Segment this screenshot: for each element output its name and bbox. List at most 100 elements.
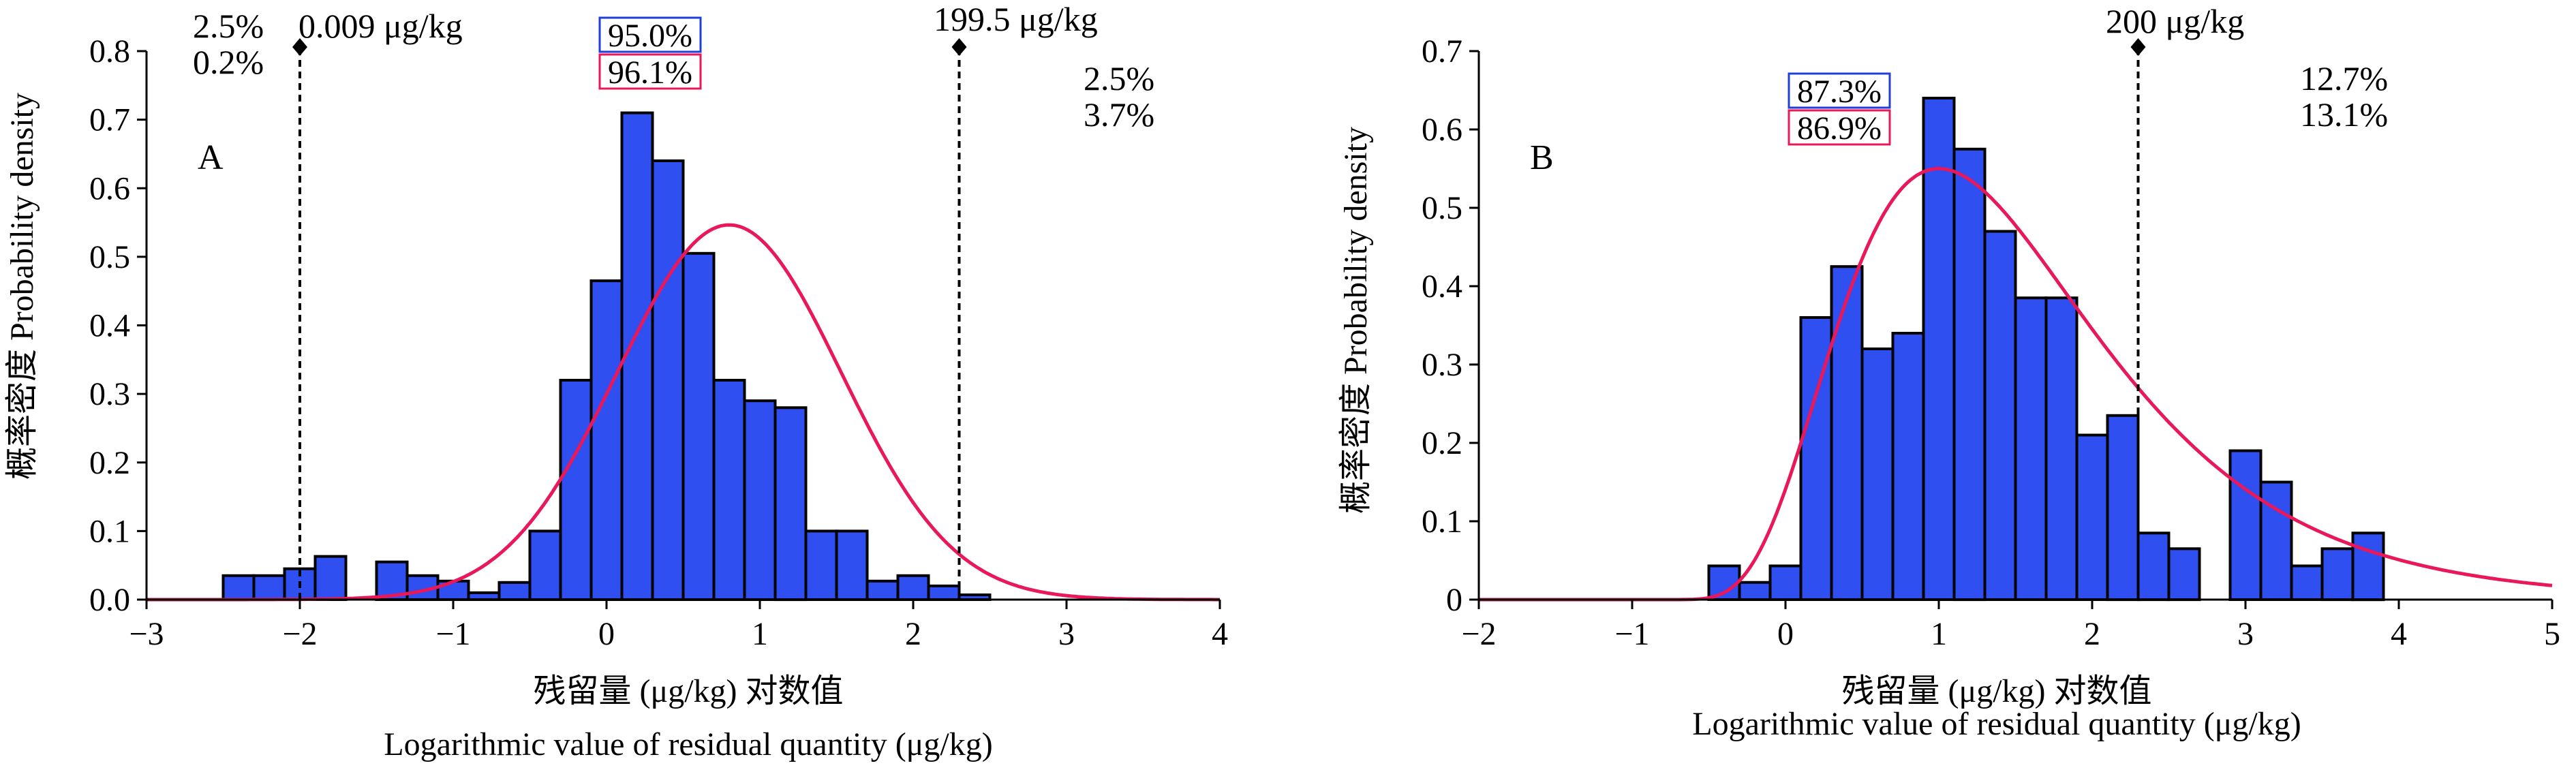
panel-b-bar-22 [2351,531,2385,602]
panel-a-left-pct-bottom: 0.2% [193,43,264,81]
panel-a-y-axis-label: 概率密度 Probability density [4,93,40,480]
panel-a-y-tick-label-2: 0.2 [89,445,130,481]
panel-b-right-pct-bottom: 13.1% [2300,95,2388,134]
panel-a-coverage-blue: 95.0% [608,18,692,54]
panel-a-bar-1 [252,574,286,601]
panel-a-coverage-red: 96.1% [608,55,692,91]
panel-a-x-tick-label-3: 0 [598,616,615,652]
panel-a-y-tick-label-6: 0.6 [89,170,130,206]
panel-a-chart: −3 −2 −1 0 1 2 3 4 0.00.10.20.30.40.50.60.70.8 … [4,0,1228,762]
panel-a-vline-marker-0 [292,38,307,56]
panel-b-y-tick-label-1: 0.1 [1422,504,1462,540]
panel-b-blue-box [1788,72,1891,109]
panel-b-x-tick-label-0: −2 [1461,616,1496,652]
panel-a-bar-22 [896,574,930,601]
panel-a-y-tick-label-5: 0.5 [89,239,130,275]
panel-b-bar-2 [1768,564,1803,601]
panel-a-x-tick-label-0: −3 [129,616,164,652]
panel-b-chart: −2 −1 0 1 2 3 4 5 0 0.1 0.2 0.3 0.4 0.5 0.6 0.7 概率密度 P… [1338,2,2560,742]
panel-a-x-tick-label-4: 1 [752,616,768,652]
panel-b-x-tick-label-6: 4 [2391,616,2407,652]
panel-a-y-tick-label-7: 0.7 [89,102,130,138]
panel-a-threshold-lines [292,38,967,600]
panel-b-axes [1477,51,2552,601]
panel-b-x-tick-label-1: −1 [1614,616,1649,652]
panel-a-x-axis-label-cn: 残留量 (μg/kg) 对数值 [533,673,843,709]
panel-a-label: A [198,138,224,177]
panel-a-y-tick-label-1: 0.1 [89,513,130,549]
panel-a-bar-12 [589,279,624,601]
panel-a-y-tick-labels: 0.0 0.1 0.2 0.3 0.4 0.5 0.6 0.7 0.8 [89,33,147,618]
panel-a-right-pct-bottom: 3.7% [1084,95,1154,134]
panel-b-bar-6 [1891,332,1925,601]
panel-a-bar-14 [651,159,685,601]
panel-a-blue-box [598,16,702,53]
panel-a-bar-18 [773,406,808,602]
panel-a-y-tick-label-0: 0.0 [89,582,130,618]
panel-b-bar-0 [1707,564,1741,601]
panel-b-bar-8 [1952,147,1987,602]
panel-b-x-tick-label-2: 0 [1777,616,1794,652]
panel-a-y-tick-label-3: 0.3 [89,376,130,412]
panel-a-bar-19 [804,529,838,602]
panel-a-red-box [598,53,702,90]
panel-b-bar-7 [1922,97,1956,601]
panel-b-threshold-lines [2130,38,2146,600]
panel-b-coverage-red: 86.9% [1797,110,1882,146]
panel-b-red-box [1788,109,1891,146]
panel-b-bar-9 [1983,230,2017,601]
panel-b-y-axis-label: 概率密度 Probability density [1338,127,1374,514]
panel-a-x-tick-label-7: 4 [1212,616,1228,652]
panel-b-y-tick-label-5: 0.5 [1422,190,1462,226]
panel-b-x-axis-label-cn: 残留量 (μg/kg) 对数值 [1841,673,2151,709]
panel-b-bar-10 [2014,296,2048,601]
panel-b-histogram-bars [1707,97,2385,602]
panel-b-y-tick-label-2: 0.2 [1422,425,1462,461]
panel-a-bar-8 [467,591,501,602]
panel-b-bar-15 [2167,547,2201,602]
panel-a-bar-11 [559,379,593,601]
panel-b-y-tick-label-6: 0.6 [1422,112,1462,148]
panel-b-bar-5 [1860,348,1895,601]
panel-a-x-tick-label-5: 2 [905,616,921,652]
panel-a-left-vline-label: 0.009 μg/kg [298,7,463,45]
panel-a-bar-21 [865,579,900,601]
panel-a-bar-0 [221,574,256,601]
panel-a-y-tick-label-8: 0.8 [89,33,130,70]
panel-a-bar-3 [313,555,348,601]
panel-b-right-pct-top: 12.7% [2300,59,2388,97]
panel-b-x-tick-labels: −2 −1 0 1 2 3 4 5 [1461,600,2560,652]
panel-b-vline-marker-0 [2130,38,2146,56]
panel-b-coverage-blue: 87.3% [1797,74,1882,110]
panel-a-bar-23 [927,584,961,602]
panel-b-y-tick-label-4: 0.4 [1422,268,1462,305]
panel-a-x-tick-label-1: −2 [282,616,317,652]
panel-a-bar-20 [835,529,869,602]
panel-b-bar-19 [2290,564,2324,601]
panel-b-bar-13 [2106,414,2140,602]
panel-b-bar-20 [2320,547,2355,602]
panel-b-y-tick-label-0: 0 [1446,582,1462,618]
panel-b-bar-12 [2075,433,2109,601]
panel-b-bar-4 [1830,265,1864,601]
panel-b-bar-17 [2228,449,2263,601]
panel-a-left-pct-top: 2.5% [193,7,264,45]
panel-a-x-tick-label-6: 3 [1058,616,1075,652]
panel-b-bar-14 [2136,531,2171,602]
panel-b-y-tick-labels: 0 0.1 0.2 0.3 0.4 0.5 0.6 0.7 [1422,33,1479,618]
panel-b-x-axis-label-en: Logarithmic value of residual quantity (… [1692,706,2301,742]
panel-a-histogram-bars [221,111,992,602]
panel-b-bar-11 [2044,296,2079,601]
panel-a-bar-9 [497,581,532,601]
panel-b-vline-label: 200 μg/kg [2106,2,2244,40]
panel-a-bar-15 [681,251,716,601]
panel-a-vline-marker-1 [951,38,967,56]
panel-a-right-pct-top: 2.5% [1084,59,1154,97]
panel-b-x-tick-label-5: 3 [2237,616,2254,652]
panel-b-label: B [1530,138,1554,177]
panel-b-x-tick-label-3: 1 [1931,616,1947,652]
panel-a-y-tick-label-4: 0.4 [89,308,130,344]
panel-a-bar-17 [743,399,777,601]
panel-b-y-tick-label-7: 0.7 [1422,33,1462,70]
